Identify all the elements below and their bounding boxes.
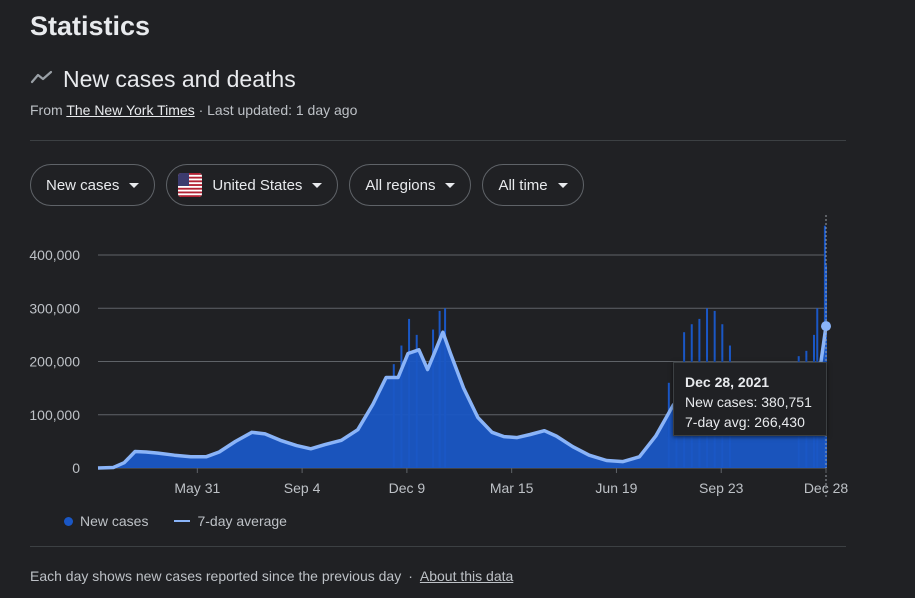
daily-cases-area [98,326,826,468]
us-flag-icon [178,173,203,197]
section-title: New cases and deaths [63,66,296,92]
y-tick-label: 300,000 [29,300,80,316]
legend-average-swatch [174,520,191,522]
period-dropdown[interactable]: All time [482,164,584,206]
x-tick-label: Sep 4 [284,480,321,496]
trending-line-icon [30,69,54,90]
y-tick-label: 0 [72,460,80,476]
source-line: From The New York Times · Last updated: … [30,102,357,118]
tooltip-avg-value: 266,430 [754,414,805,430]
region-dropdown[interactable]: All regions [349,164,472,206]
cases-bar [438,310,441,468]
y-tick-label: 100,000 [29,407,80,423]
x-tick-label: Mar 15 [490,480,534,496]
tooltip-cases-value: 380,751 [761,394,812,410]
about-data-link[interactable]: About this data [419,568,514,584]
x-tick-label: May 31 [174,480,220,496]
country-dropdown-label: United States [212,176,303,194]
cases-bar [432,329,435,468]
footer: Each day shows new cases reported since … [30,568,513,584]
cases-bar [408,318,411,468]
filter-bar: New cases United States All regions All … [30,164,584,206]
x-tick-label: Dec 28 [804,480,849,496]
tooltip-average: 7-day avg: 266,430 [685,412,815,432]
tooltip-date: Dec 28, 2021 [685,374,770,390]
divider [30,546,846,547]
x-tick-label: Sep 23 [699,480,744,496]
tooltip-cases: New cases: 380,751 [685,392,815,412]
cases-bar [415,334,418,468]
y-tick-label: 200,000 [29,354,80,370]
legend-cases-label: New cases [80,513,149,529]
country-dropdown[interactable]: United States [166,164,339,206]
section-header: New cases and deaths [30,66,296,93]
footer-separator: · [408,568,413,584]
cases-bar [444,308,447,468]
cases-bar [392,364,395,468]
metric-dropdown[interactable]: New cases [30,164,156,206]
chart-legend: New cases 7-day average [64,513,287,529]
footer-note: Each day shows new cases reported since … [30,568,402,584]
cases-bar [400,345,403,468]
caret-down-icon [129,182,140,188]
cases-chart[interactable]: 0 100,000 200,000 300,000 400,000 May 31 Sep 4… [0,215,915,505]
selected-point [821,321,831,332]
source-prefix: From [30,102,63,118]
tooltip-avg-label: 7-day avg: [685,414,751,430]
legend-average-label: 7-day average [197,513,287,529]
caret-down-icon [312,182,323,188]
metric-dropdown-label: New cases [46,176,120,194]
divider [30,140,846,141]
tooltip-cases-label: New cases: [685,394,758,410]
cases-bar [823,225,826,468]
last-updated: · Last updated: 1 day ago [198,102,358,118]
caret-down-icon [557,182,568,188]
x-tick-label: Dec 9 [389,480,426,496]
period-dropdown-label: All time [498,176,548,194]
caret-down-icon [445,182,456,188]
legend-cases-swatch [64,516,73,526]
source-link[interactable]: The New York Times [66,102,195,118]
region-dropdown-label: All regions [365,176,436,194]
x-tick-label: Jun 19 [595,480,637,496]
page-title: Statistics [30,11,151,41]
chart-tooltip: Dec 28, 2021 New cases: 380,751 7-day av… [673,362,827,436]
y-tick-label: 400,000 [29,247,80,263]
cases-bar [667,382,670,468]
